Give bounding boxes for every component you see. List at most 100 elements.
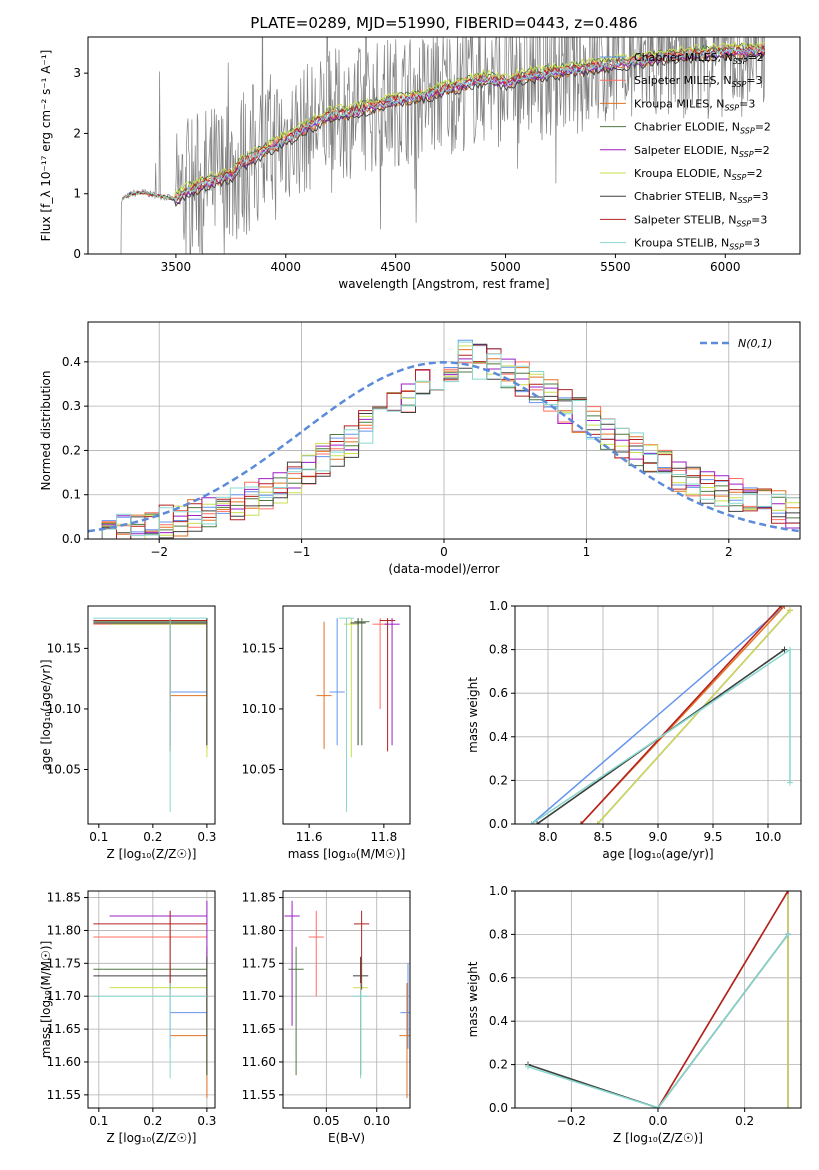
x-tick-label: 0.2 [735, 1114, 754, 1128]
y-axis-label: mass weight [466, 961, 480, 1037]
y-tick-label: 0.3 [62, 399, 81, 413]
x-axis-label: (data-model)/error [388, 562, 499, 576]
y-tick-label: 0.4 [489, 1014, 508, 1028]
legend-label: Chabrier STELIB, NSSP=3 [634, 190, 768, 205]
weight-marker [787, 779, 793, 786]
weight-marker [578, 821, 584, 824]
y-tick-label: 10.05 [47, 763, 81, 777]
weight-line [657, 891, 789, 1108]
x-tick-label: 4500 [380, 260, 411, 274]
x-tick-label: 1 [583, 545, 591, 559]
y-tick-label: 0.8 [489, 643, 508, 657]
panel-spectrum: 3500 4000 4500 5000 5500 6000 0 1 2 3 wavelength [… [39, 36, 801, 291]
y-tick-label: 0 [73, 247, 81, 261]
x-tick-label: 0.2 [143, 1114, 162, 1128]
y-tick-label: 11.65 [242, 1022, 276, 1036]
weight-line [527, 933, 789, 1108]
grid-mass-vs-ebv [283, 891, 410, 1108]
panel-age-vs-Z: 0.1 0.2 0.3 10.05 10.10 10.15 Z [log₁₀(Z/Z☉)] a… [39, 605, 216, 861]
legend-label: Salpeter MILES, NSSP=3 [634, 74, 763, 89]
panel-mass-vs-Z: 0.1 0.2 0.3 11.55 11.60 11.65 11.70 11.75 11.80 1… [39, 890, 216, 1145]
marks-age-vs-Z [93, 617, 208, 812]
legend-label: Salpeter ELODIE, NSSP=2 [634, 144, 770, 159]
observed-spectrum-line [120, 37, 766, 254]
panel-residuals: −2 −1 0 1 2 0.0 0.1 0.2 0.3 0.4 (data-model)/error… [39, 321, 801, 576]
y-axis-label: Normed distribution [39, 371, 53, 491]
y-tick-label: 10.15 [242, 641, 276, 655]
y-tick-label: 11.70 [47, 989, 81, 1003]
y-tick-label: 10.15 [47, 641, 81, 655]
x-tick-label: 0.1 [89, 830, 108, 844]
x-tick-label: 3500 [161, 260, 192, 274]
weight-marker [655, 1105, 661, 1108]
y-tick-label: 1.0 [489, 884, 508, 898]
axes-frame [514, 890, 802, 1109]
marks-age-vs-mass [316, 617, 400, 812]
y-axis-label: mass weight [466, 677, 480, 753]
marks-weight-vs-Z [525, 891, 791, 1108]
x-tick-label: 9.5 [703, 830, 722, 844]
y-tick-label: 0.6 [489, 686, 508, 700]
x-tick-label: −0.2 [557, 1114, 586, 1128]
axes-frame [282, 890, 411, 1109]
weight-line [531, 606, 785, 824]
marks-spectrum [120, 37, 766, 254]
y-tick-label: 10.10 [47, 702, 81, 716]
y-axis-label: Flux [f_λ 10⁻¹⁷ erg cm⁻² s⁻¹ A⁻¹] [39, 50, 53, 242]
x-tick-label: 0.0 [648, 1114, 667, 1128]
weight-marker [781, 606, 788, 609]
grid-weight-vs-Z [515, 890, 801, 1109]
x-tick-label: 6000 [710, 260, 741, 274]
y-tick-label: 11.75 [47, 956, 81, 970]
weight-line [580, 606, 782, 824]
x-axis-label: E(B-V) [328, 1131, 365, 1145]
x-tick-label: 0.3 [197, 830, 216, 844]
legend-label: Chabrier MILES, NSSP=2 [634, 51, 764, 66]
weight-marker [781, 646, 788, 653]
x-axis-label: Z [log₁₀(Z/Z☉)] [107, 1131, 197, 1145]
x-tick-label: 0.05 [313, 1114, 340, 1128]
y-tick-label: 11.55 [242, 1088, 276, 1102]
y-tick-label: 11.80 [47, 923, 81, 937]
x-tick-label: 4000 [271, 260, 302, 274]
x-tick-label: −2 [150, 545, 168, 559]
y-tick-label: 1.0 [489, 599, 508, 613]
spectrum-title: PLATE=0289, MJD=51990, FIBERID=0443, z=0… [250, 14, 637, 32]
axes-frame [282, 605, 411, 825]
legend-label: Salpeter STELIB, NSSP=3 [634, 213, 767, 228]
model-line [122, 44, 766, 201]
y-tick-label: 0.2 [489, 1058, 508, 1072]
y-tick-label: 0.2 [62, 443, 81, 457]
y-tick-label: 11.65 [47, 1022, 81, 1036]
weight-marker [594, 821, 601, 824]
y-tick-label: 0.1 [62, 488, 81, 502]
axes-frame [87, 890, 216, 1109]
y-tick-label: 0.0 [489, 817, 508, 831]
y-tick-label: 11.75 [242, 956, 276, 970]
marks-mass-vs-ebv [284, 900, 410, 1099]
legend-label: Kroupa MILES, NSSP=3 [634, 97, 755, 112]
y-tick-label: 11.70 [242, 989, 276, 1003]
x-tick-label: 0.2 [143, 830, 162, 844]
weight-marker [785, 891, 791, 894]
residual-legend: N(0,1) [700, 337, 772, 350]
legend-label: N(0,1) [738, 337, 772, 350]
panel-mass-vs-ebv: 0.05 0.10 11.55 11.60 11.65 11.70 11.75 11.80 11… [242, 890, 411, 1145]
x-axis-label: mass [log₁₀(M/M☉)] [288, 847, 406, 861]
y-axis-label: age [log₁₀(age/yr)] [39, 659, 53, 770]
y-tick-label: 0.2 [489, 773, 508, 787]
weight-line [596, 609, 791, 824]
x-tick-label: 11.8 [370, 830, 397, 844]
y-tick-label: 0.0 [489, 1101, 508, 1115]
x-tick-label: 0.10 [363, 1114, 390, 1128]
x-tick-label: 0.3 [197, 1114, 216, 1128]
y-tick-label: 3 [73, 66, 81, 80]
y-tick-label: 1 [73, 187, 81, 201]
panel-age-vs-mass: 11.6 11.8 10.05 10.10 10.15 mass [log₁₀(M/M☉)… [242, 605, 411, 861]
x-tick-label: −1 [293, 545, 311, 559]
weight-marker [787, 646, 793, 653]
y-tick-label: 10.10 [242, 702, 276, 716]
y-tick-label: 0.0 [62, 532, 81, 546]
x-tick-label: 0.1 [89, 1114, 108, 1128]
